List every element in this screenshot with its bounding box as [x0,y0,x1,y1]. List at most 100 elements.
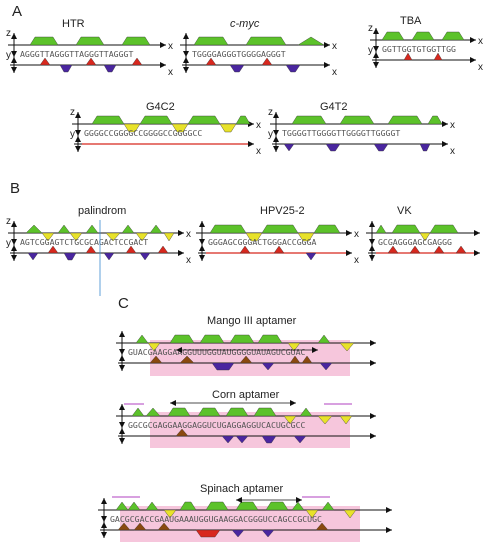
bottom-bump-2 [63,252,77,261]
bottom-bump-3 [195,529,221,538]
z-label: z [368,23,373,34]
x-label-bottom: x [186,255,191,266]
top-bump-0 [193,36,229,46]
y-arrowhead [373,46,379,52]
sequence-text: GACGCGACCGAAUGAAAUGGUGAAGGACGGGUCCAGCCGC… [110,514,322,524]
corn-pink-band [150,412,350,448]
top-triangle-2 [145,501,159,511]
panel-label-a: A [12,3,22,20]
top-bump-5 [219,123,237,133]
z-arrowhead [11,221,17,227]
sequence-text: GGGGCCGGGGCCGGGGCCGGGGCC [84,128,202,138]
bottom-x-arrowhead [370,360,376,366]
bottom-down-arrowhead [199,255,205,261]
top-triangle-2 [297,36,325,46]
y-arrowhead [75,130,81,136]
bottom-down-arrowhead [119,438,125,444]
y-arrowhead [119,349,125,355]
top-bump-3 [297,232,315,242]
y-label: y [6,238,11,249]
top-triangle-4 [85,224,99,234]
x-label-bottom: x [168,67,173,78]
top-bump-2 [245,232,263,242]
bottom-triangle-0 [117,522,131,531]
bottom-triangle-7 [157,245,169,254]
bottom-triangle-1 [433,52,443,61]
bottom-x-arrowhead [474,250,480,256]
corn-span-arrow-left [170,400,176,406]
z-label: z [6,28,11,39]
bottom-triangle-0 [239,245,251,254]
bottom-triangle-0 [149,355,163,364]
bottom-triangle-2 [261,57,273,66]
top-x-arrowhead [442,121,448,127]
bottom-x-arrowhead [324,62,330,68]
diagram-htr: AGGGTTAGGGTTAGGGTTAGGGT zy x x [6,28,173,78]
top-bump-2 [167,407,191,417]
bottom-triangle-1 [221,435,235,444]
top-bump-2 [187,115,221,125]
bottom-up-arrowhead [273,136,279,142]
top-bump-7 [265,501,289,511]
bottom-triangle-4 [261,362,275,371]
bottom-triangle-0 [387,245,399,254]
sequence-text: AGTCGGAGTCTGCGCAGACTCCGACT [20,237,148,247]
bottom-triangle-7 [319,362,333,371]
x-label-bottom: x [354,255,359,266]
sequence-text: TGGGGAGGGTGGGGAGGGT [192,49,286,59]
top-bump-6 [235,501,259,511]
title-corn-aptamer: Corn aptamer [212,389,280,401]
bottom-triangle-1 [133,522,147,531]
top-triangle-0 [25,224,43,234]
z-arrowhead [101,498,107,504]
top-bump-2 [121,36,151,46]
spinach-span-arrow-left [236,497,242,503]
panel-label-c: C [118,295,129,312]
z-arrowhead [273,112,279,118]
panel-label-b: B [10,180,20,197]
title-mango-iii-aptamer: Mango III aptamer [207,315,297,327]
bottom-bump-1 [59,64,73,73]
y-arrowhead [101,516,107,522]
diagram-spinach: GACGCGACCGAAUGAAAUGGUGAAGGACGGGUCCAGCCGC… [98,498,392,538]
bottom-down-arrowhead [75,146,81,152]
title-g4t2: G4T2 [320,101,348,113]
bottom-bump-2 [211,362,235,371]
bottom-bump-1 [325,143,341,152]
top-bump-0 [381,31,405,41]
bottom-x-arrowhead [442,141,448,147]
bottom-triangle-0 [283,143,295,152]
sequence-text: TGGGGTTGGGGTTGGGGTTGGGGT [282,128,400,138]
top-x-arrowhead [386,507,392,513]
top-bump-2 [169,334,195,344]
bottom-triangle-0 [175,428,189,437]
bottom-up-arrowhead [183,57,189,63]
y-arrowhead [11,51,17,57]
bottom-triangle-3 [455,245,467,254]
bottom-down-arrowhead [369,255,375,261]
top-x-arrowhead [178,230,184,236]
bottom-triangle-2 [235,435,249,444]
top-triangle-3 [163,509,177,519]
bottom-triangle-5 [261,529,275,538]
top-bump-1 [75,36,105,46]
bottom-up-arrowhead [369,245,375,251]
top-triangle-1 [145,407,161,417]
y-label: y [268,129,273,140]
top-triangle-9 [163,232,175,242]
bottom-triangle-4 [131,57,143,66]
mango-span-arrow-left [176,347,182,353]
diagram-corn: GGCGCGAGGAAGGAGGUCUGAGGAGGUCACUGCGCC [116,404,376,444]
top-triangle-8 [339,342,355,352]
title-hpv25-2: HPV25-2 [260,205,305,217]
top-triangle-8 [291,501,305,511]
y-arrowhead [199,239,205,245]
x-label: x [354,229,359,240]
top-triangle-10 [321,501,335,511]
bottom-x-arrowhead [248,141,254,147]
y-arrowhead [273,130,279,136]
spinach-pink-band [120,506,360,542]
bottom-up-arrowhead [11,57,17,63]
z-arrowhead [373,28,379,34]
